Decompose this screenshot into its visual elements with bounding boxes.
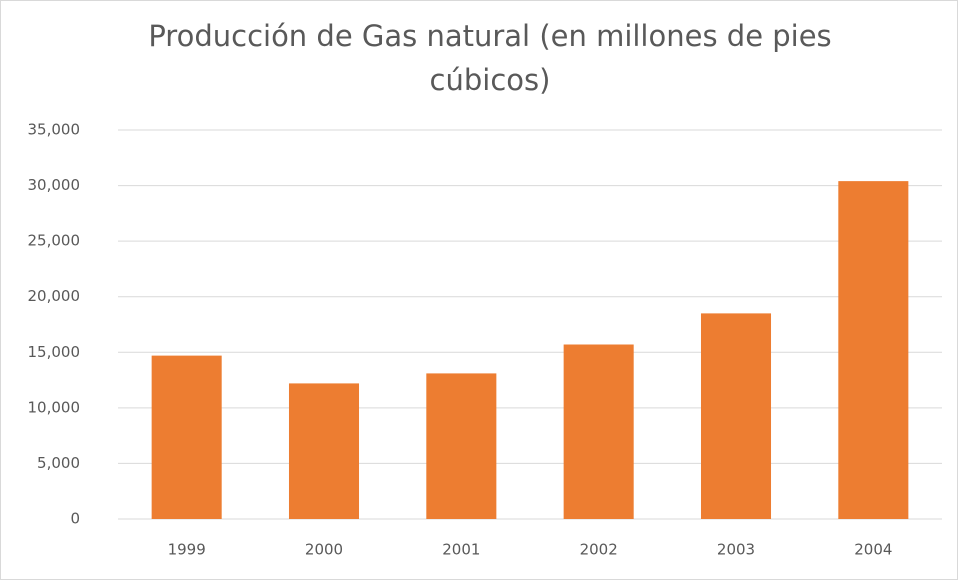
bar	[288, 383, 360, 519]
bar	[838, 181, 909, 519]
y-tick-label: 0	[70, 510, 80, 528]
y-tick-label: 25,000	[28, 232, 81, 250]
y-tick-label: 15,000	[28, 343, 81, 361]
y-tick-label: 30,000	[28, 176, 81, 194]
y-tick-label: 10,000	[28, 398, 81, 416]
y-tick-label: 20,000	[28, 287, 81, 305]
x-tick-label: 2003	[717, 541, 755, 559]
chart-title: Producción de Gas natural (en millones d…	[148, 19, 832, 97]
x-tick-label: 2001	[442, 541, 480, 559]
x-tick-label: 1999	[168, 541, 206, 559]
bar	[700, 313, 772, 519]
x-tick-label: 2002	[580, 541, 618, 559]
bar	[151, 355, 222, 519]
x-tick-label: 2000	[305, 541, 343, 559]
y-tick-label: 35,000	[28, 121, 81, 139]
y-tick-label: 5,000	[37, 454, 80, 472]
x-tick-label: 2004	[854, 541, 892, 559]
bar	[426, 373, 497, 519]
bar	[563, 344, 634, 519]
